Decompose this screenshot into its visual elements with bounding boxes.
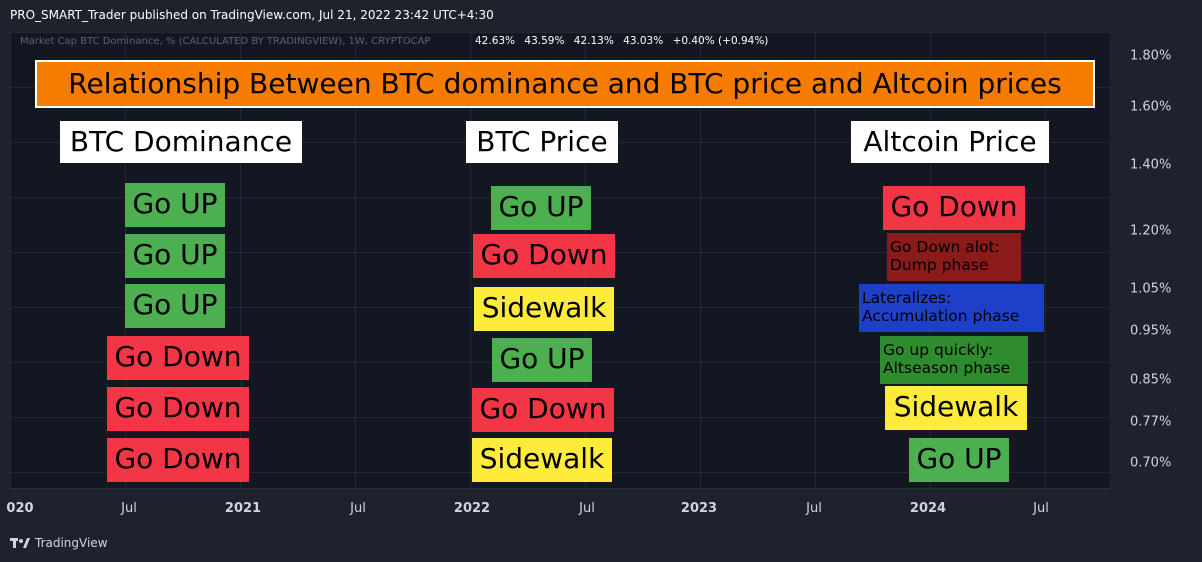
altcoin-row-2-line-1: Go Down alot: bbox=[890, 238, 1000, 256]
altcoin-row-5: Sidewalk bbox=[885, 386, 1027, 430]
dominance-row-3: Go UP bbox=[125, 284, 225, 328]
time-tick: 2021 bbox=[224, 501, 262, 516]
low-value: 42.13% bbox=[573, 35, 614, 47]
altcoin-row-4-line-1: Go up quickly: bbox=[883, 341, 994, 359]
tradingview-brand: TradingView bbox=[35, 536, 108, 550]
time-tick: Jul bbox=[806, 501, 822, 516]
tradingview-footer[interactable]: TradingView bbox=[10, 536, 108, 550]
price-tick: 1.05% bbox=[1130, 281, 1172, 297]
series-legend: Market Cap BTC Dominance, % (CALCULATED … bbox=[20, 36, 431, 47]
publisher-text: PRO_SMART_Trader published on TradingVie… bbox=[10, 8, 494, 22]
altcoin-row-2: Go Down alot: Dump phase bbox=[887, 233, 1021, 281]
time-tick: Jul bbox=[579, 501, 595, 516]
ohlc-values: 42.63% 43.59% 42.13% 43.03% +0.40% (+0.9… bbox=[475, 35, 774, 47]
price-tick: 0.85% bbox=[1130, 372, 1172, 388]
title-banner: Relationship Between BTC dominance and B… bbox=[35, 60, 1095, 108]
altcoin-row-2-line-2: Dump phase bbox=[890, 256, 989, 274]
altcoin-row-6: Go UP bbox=[909, 438, 1009, 482]
time-tick: 2022 bbox=[453, 501, 491, 516]
close-value: 43.03% bbox=[623, 35, 664, 47]
header-altcoin-price: Altcoin Price bbox=[851, 121, 1049, 163]
time-tick: 2024 bbox=[909, 501, 947, 516]
altcoin-row-1: Go Down bbox=[883, 186, 1025, 230]
altcoin-row-3-line-2: Accumulation phase bbox=[862, 307, 1020, 325]
price-tick: 0.95% bbox=[1130, 323, 1172, 339]
altcoin-row-4: Go up quickly: Altseason phase bbox=[880, 336, 1028, 384]
price-tick: 1.40% bbox=[1130, 157, 1172, 173]
price-tick: 0.70% bbox=[1130, 455, 1172, 471]
price-tick: 0.77% bbox=[1130, 414, 1172, 430]
time-tick: 2023 bbox=[680, 501, 718, 516]
btc-price-row-5: Go Down bbox=[472, 388, 614, 432]
altcoin-row-4-line-2: Altseason phase bbox=[883, 359, 1011, 377]
dominance-row-4: Go Down bbox=[107, 336, 249, 380]
price-axis[interactable]: 1.80% 1.60% 1.40% 1.20% 1.05% 0.95% 0.85… bbox=[1110, 32, 1202, 488]
btc-price-row-4: Go UP bbox=[492, 338, 592, 382]
time-tick: Jul bbox=[350, 501, 366, 516]
dominance-row-2: Go UP bbox=[125, 234, 225, 278]
open-value: 42.63% bbox=[475, 35, 516, 47]
time-tick: 020 bbox=[6, 501, 34, 516]
header-btc-dominance: BTC Dominance bbox=[60, 121, 302, 163]
change-value: +0.40% (+0.94%) bbox=[672, 35, 769, 47]
dominance-row-6: Go Down bbox=[107, 438, 249, 482]
btc-price-row-6: Sidewalk bbox=[472, 438, 612, 482]
high-value: 43.59% bbox=[524, 35, 565, 47]
btc-price-row-2: Go Down bbox=[473, 234, 615, 278]
btc-price-row-3: Sidewalk bbox=[474, 287, 614, 331]
publisher-bar: PRO_SMART_Trader published on TradingVie… bbox=[0, 0, 1202, 32]
time-tick: Jul bbox=[1033, 501, 1049, 516]
altcoin-row-3-line-1: Lateralizes: bbox=[862, 289, 952, 307]
time-axis[interactable]: 020 Jul 2021 Jul 2022 Jul 2023 Jul 2024 … bbox=[6, 488, 1110, 529]
btc-price-row-1: Go UP bbox=[491, 186, 591, 230]
time-tick: Jul bbox=[121, 501, 137, 516]
dominance-row-5: Go Down bbox=[107, 387, 249, 431]
price-tick: 1.20% bbox=[1130, 223, 1172, 239]
price-tick: 1.80% bbox=[1130, 48, 1172, 64]
altcoin-row-3: Lateralizes: Accumulation phase bbox=[859, 284, 1044, 332]
tradingview-logo-icon bbox=[10, 538, 30, 548]
dominance-row-1: Go UP bbox=[125, 183, 225, 227]
header-btc-price: BTC Price bbox=[466, 121, 618, 163]
price-tick: 1.60% bbox=[1130, 99, 1172, 115]
